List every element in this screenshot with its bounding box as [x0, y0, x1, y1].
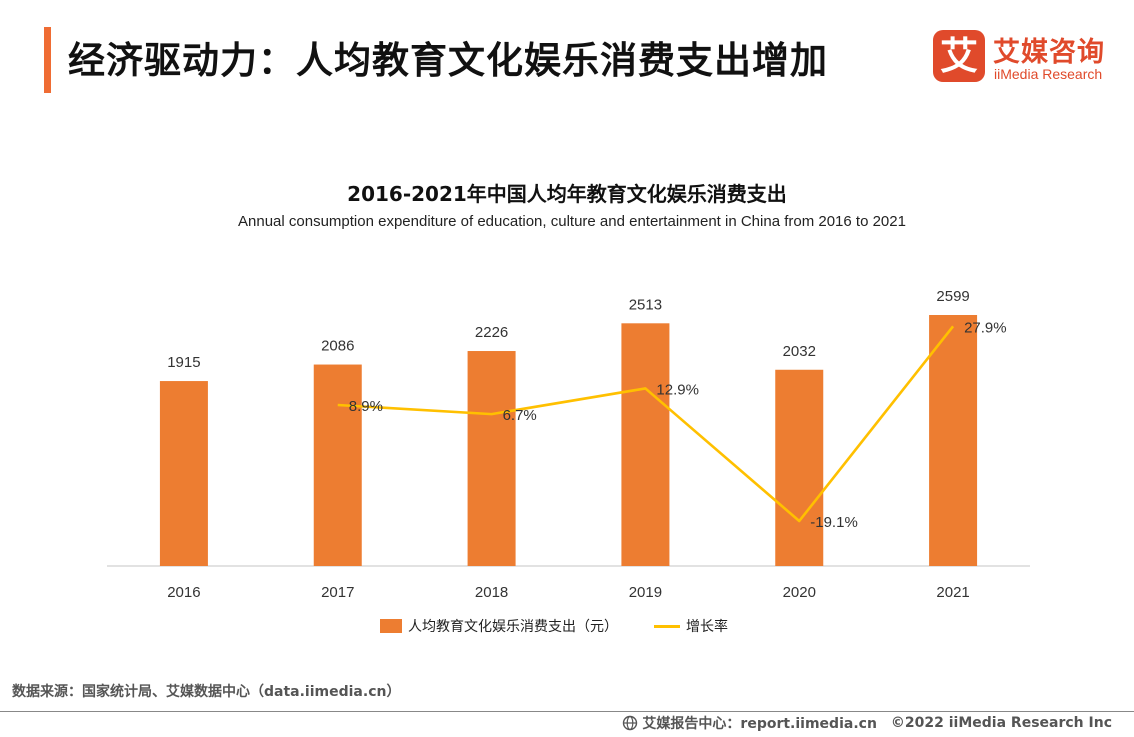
growth-rate-label: -19.1%: [810, 514, 858, 531]
x-tick-label: 2021: [936, 584, 969, 601]
footer-copyright: ©2022 iiMedia Research Inc: [890, 715, 1112, 731]
brand-logo: 艾 艾媒咨询 iiMedia Research: [933, 30, 1123, 86]
bar-value-label: 2032: [783, 343, 816, 360]
logo-mark: 艾: [933, 30, 985, 82]
bar-2021: [929, 315, 978, 566]
x-tick-label: 2017: [321, 584, 354, 601]
x-tick-label: 2018: [475, 584, 508, 601]
data-source-note: 数据来源：国家统计局、艾媒数据中心（data.iimedia.cn）: [12, 684, 401, 700]
bar-value-label: 2086: [321, 338, 354, 355]
growth-rate-line: [337, 325, 955, 523]
footer-report-center[interactable]: 艾媒报告中心：report.iimedia.cn: [642, 716, 877, 732]
globe-icon: [623, 715, 638, 731]
growth-rate-label: 6.7%: [503, 407, 537, 424]
bar-value-label: 2226: [475, 324, 508, 341]
x-tick-label: 2016: [167, 584, 200, 601]
legend-bar-swatch: [380, 619, 402, 633]
bar-2017: [313, 364, 362, 566]
x-tick-label: 2019: [629, 584, 662, 601]
page-footer: 艾媒报告中心：report.iimedia.cn ©2022 iiMedia R…: [622, 713, 1112, 733]
chart-subtitle: Annual consumption expenditure of educat…: [238, 213, 906, 230]
bar-value-label: 2513: [629, 296, 662, 313]
bar-2018: [467, 351, 516, 566]
growth-rate-label: 8.9%: [349, 398, 383, 415]
title-accent-bar: [44, 27, 51, 93]
bar-value-label: 2599: [936, 288, 969, 305]
logo-name-cn: 艾媒咨询: [993, 37, 1105, 68]
footer-divider: [0, 711, 1134, 712]
x-tick-label: 2020: [783, 584, 816, 601]
chart-title: 2016-2021年中国人均年教育文化娱乐消费支出: [347, 182, 787, 206]
page-title: 经济驱动力：人均教育文化娱乐消费支出增加: [68, 39, 828, 82]
logo-name-en: iiMedia Research: [994, 66, 1103, 82]
legend-bar-label: 人均教育文化娱乐消费支出（元）: [408, 619, 618, 635]
legend-line-swatch: [654, 624, 680, 628]
legend-line-label: 增长率: [686, 619, 728, 635]
chart-legend: 人均教育文化娱乐消费支出（元） 增长率: [380, 616, 728, 636]
growth-rate-label: 27.9%: [964, 319, 1007, 336]
bar-2016: [159, 381, 208, 566]
bar-2019: [621, 323, 670, 566]
growth-rate-label: 12.9%: [656, 381, 699, 398]
bar-value-label: 1915: [167, 354, 200, 371]
bar-2020: [775, 369, 824, 566]
